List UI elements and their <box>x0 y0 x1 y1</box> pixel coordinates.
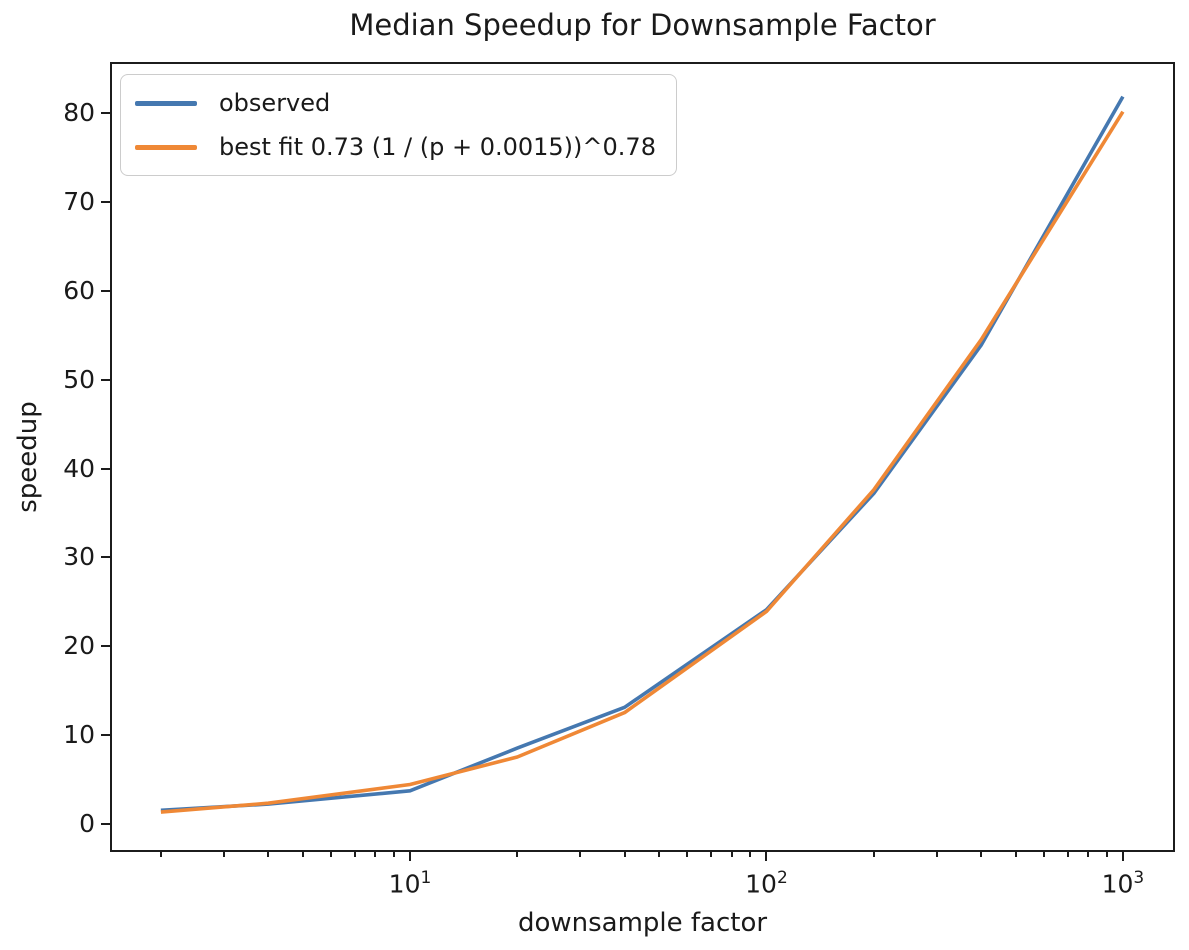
y-tick <box>101 467 110 470</box>
legend-label-best-fit: best fit 0.73 (1 / (p + 0.0015))^0.78 <box>219 133 656 161</box>
plot-area <box>110 62 1175 852</box>
y-tick-label: 70 <box>63 187 95 217</box>
y-tick-label: 30 <box>63 542 95 572</box>
y-tick <box>101 822 110 825</box>
x-minor-tick <box>267 852 270 857</box>
y-tick <box>101 112 110 115</box>
x-minor-tick <box>872 852 875 857</box>
chart-title: Median Speedup for Downsample Factor <box>349 8 936 42</box>
x-axis-label: downsample factor <box>517 908 768 938</box>
y-tick <box>101 378 110 381</box>
legend-label-observed: observed <box>219 89 331 117</box>
x-minor-tick <box>329 852 332 857</box>
y-tick-label: 10 <box>63 719 95 749</box>
legend-swatch-observed <box>135 100 197 106</box>
x-minor-tick <box>935 852 938 857</box>
x-minor-tick <box>222 852 225 857</box>
y-tick <box>101 733 110 736</box>
x-minor-tick <box>159 852 162 857</box>
y-tick <box>101 201 110 204</box>
x-minor-tick <box>1014 852 1017 857</box>
x-minor-tick <box>1087 852 1090 857</box>
x-major-tick <box>765 852 768 861</box>
x-minor-tick <box>579 852 582 857</box>
x-major-tick <box>409 852 411 861</box>
y-tick-label: 0 <box>79 808 95 838</box>
y-axis-label: speedup <box>13 401 43 513</box>
x-minor-tick <box>301 852 304 857</box>
legend-entry-best-fit: best fit 0.73 (1 / (p + 0.0015))^0.78 <box>135 127 656 167</box>
x-tick-label: 103 <box>1101 868 1145 899</box>
x-minor-tick <box>516 852 519 857</box>
x-minor-tick <box>392 852 395 857</box>
y-tick <box>101 290 110 292</box>
x-tick-label: 102 <box>745 868 788 899</box>
y-tick-label: 40 <box>63 453 95 483</box>
x-minor-tick <box>1042 852 1045 857</box>
y-tick-label: 20 <box>63 631 95 661</box>
x-minor-tick <box>980 852 983 857</box>
x-minor-tick <box>1105 852 1108 857</box>
x-minor-tick <box>730 852 733 857</box>
y-tick-label: 60 <box>63 276 95 305</box>
x-minor-tick <box>710 852 713 857</box>
x-minor-tick <box>749 852 752 857</box>
y-tick-label: 80 <box>63 98 95 128</box>
x-major-tick <box>1121 852 1124 861</box>
x-tick-label: 101 <box>388 868 432 899</box>
legend-swatch-best-fit <box>135 144 197 150</box>
x-minor-tick <box>658 852 661 857</box>
x-minor-tick <box>1066 852 1069 857</box>
legend-entry-observed: observed <box>135 83 656 123</box>
x-minor-tick <box>374 852 377 857</box>
x-minor-tick <box>623 852 626 857</box>
legend: observed best fit 0.73 (1 / (p + 0.0015)… <box>120 74 677 176</box>
y-tick <box>101 645 110 648</box>
x-minor-tick <box>353 852 356 857</box>
y-tick <box>101 556 110 559</box>
y-tick-label: 50 <box>63 364 95 394</box>
x-minor-tick <box>686 852 689 857</box>
